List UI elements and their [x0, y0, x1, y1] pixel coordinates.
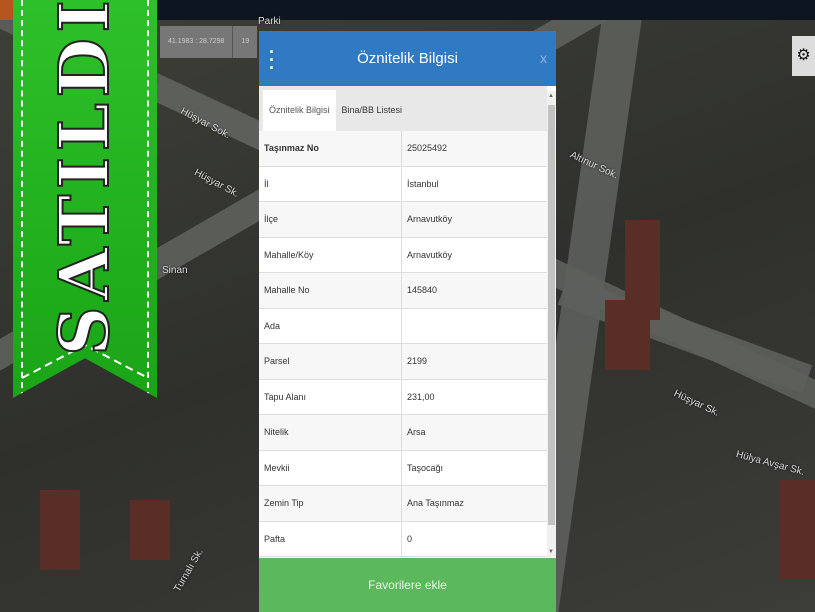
top-bar-accent	[0, 0, 14, 20]
scrollbar-thumb[interactable]	[548, 105, 555, 525]
attribute-value: 145840	[407, 285, 438, 295]
settings-button[interactable]: ⚙	[792, 36, 815, 76]
attribute-table: Taşınmaz No 25025492 İl İstanbul İlçe Arnavut…	[259, 131, 547, 558]
attribute-value: Arnavutköy	[407, 249, 453, 260]
zoom-level: 19	[241, 38, 250, 45]
scroll-up-icon[interactable]: ▲	[548, 93, 554, 99]
table-row: Mahalle/Köy Arnavutköy	[259, 237, 547, 273]
close-icon[interactable]: x	[540, 50, 547, 66]
sold-banner: SATILDI	[13, 0, 157, 398]
attribute-info-panel: · · · Öznitelik Bilgisi x Öznitelik Bilgis…	[259, 31, 556, 612]
sold-banner-text: SATILDI	[44, 0, 126, 357]
attribute-value: 231,00	[407, 391, 435, 402]
attribute-key: Nitelik	[259, 415, 402, 450]
tab-attribute-info[interactable]: Öznitelik Bilgisi	[263, 90, 336, 131]
attribute-value: 2199	[407, 356, 428, 366]
table-row: Pafta 0	[259, 521, 547, 557]
table-row: Nitelik Arsa	[259, 415, 547, 451]
add-to-favorites-button[interactable]: Favorilere ekle	[259, 558, 556, 612]
attribute-value: Ana Taşınmaz	[407, 498, 464, 508]
banner-notch-stitching	[21, 343, 149, 379]
attribute-key: Zemin Tip	[259, 486, 402, 521]
coordinates-text: 41.1983 : 28.7298	[160, 26, 234, 58]
attribute-key: Mevkii	[259, 450, 402, 485]
map-label: Sinan	[162, 265, 188, 276]
gear-icon: ⚙	[796, 47, 811, 64]
table-row: İl İstanbul	[259, 166, 547, 202]
tab-building-list[interactable]: Bina/BB Listesi	[341, 105, 403, 115]
attribute-key: Taşınmaz No	[259, 131, 402, 166]
attribute-value	[402, 309, 407, 344]
map-building	[780, 480, 815, 580]
attribute-key: İlçe	[259, 202, 402, 237]
attribute-key: İl	[259, 166, 402, 201]
attribute-key: Mahalle/Köy	[259, 237, 402, 272]
attribute-key: Pafta	[259, 521, 402, 556]
attribute-value: Arsa	[407, 427, 426, 437]
panel-tabs: Öznitelik Bilgisi Bina/BB Listesi	[259, 86, 547, 131]
attribute-value: Taşocağı	[407, 462, 444, 473]
attribute-key: Ada	[259, 308, 402, 343]
attribute-key: Mahalle No	[259, 273, 402, 308]
attribute-key: Parsel	[259, 344, 402, 379]
table-row: Ada	[259, 308, 547, 344]
table-row: Mevkii Taşocağı	[259, 450, 547, 486]
map-building	[130, 500, 170, 560]
table-row: Mahalle No 145840	[259, 273, 547, 309]
panel-title: Öznitelik Bilgisi	[357, 50, 458, 67]
attribute-value: İstanbul	[407, 178, 439, 189]
table-row: Taşınmaz No 25025492	[259, 131, 547, 167]
table-row: İlçe Arnavutköy	[259, 202, 547, 238]
table-row: Tapu Alanı 231,00	[259, 379, 547, 415]
attribute-value: Arnavutköy	[407, 214, 453, 224]
table-row: Zemin Tip Ana Taşınmaz	[259, 486, 547, 522]
map-label: Parki	[258, 16, 281, 27]
top-bar	[0, 0, 815, 20]
coordinate-readout: 41.1983 : 28.7298 19	[160, 26, 258, 58]
banner-stitching	[21, 0, 149, 398]
scroll-down-icon[interactable]: ▼	[548, 549, 554, 555]
table-row: Parsel 2199	[259, 344, 547, 380]
map-road	[150, 75, 270, 151]
map-building	[40, 490, 80, 570]
more-menu-icon[interactable]: · · ·	[269, 42, 275, 78]
scrollbar[interactable]: ▲ ▼	[547, 91, 556, 557]
map-building	[605, 300, 650, 370]
attribute-key: Tapu Alanı	[259, 379, 402, 414]
attribute-value: 25025492	[407, 143, 448, 153]
attribute-value: 0	[407, 533, 413, 544]
panel-header: · · · Öznitelik Bilgisi x	[259, 31, 556, 86]
